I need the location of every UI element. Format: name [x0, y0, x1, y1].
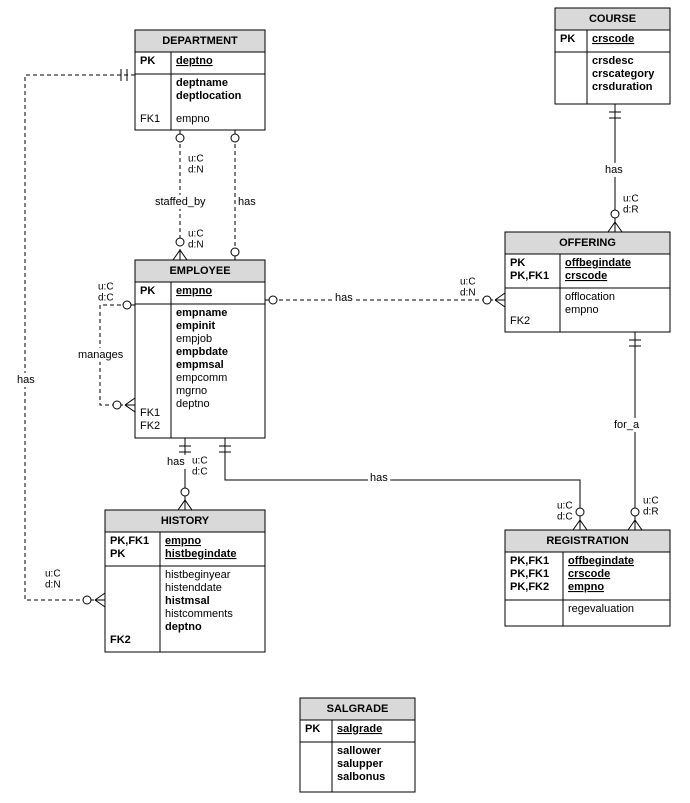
svg-text:FK2: FK2	[140, 420, 160, 432]
svg-text:FK2: FK2	[110, 634, 131, 646]
svg-text:d:N: d:N	[188, 164, 204, 175]
svg-text:empno: empno	[176, 285, 212, 297]
entity-department: DEPARTMENTPKdeptnodeptnamedeptlocationFK…	[135, 30, 265, 130]
edge-course-off-has: has u:Cd:R	[603, 104, 639, 232]
edge-dept-emp-has: has	[231, 130, 258, 260]
svg-text:empno: empno	[176, 113, 210, 125]
svg-text:deptno: deptno	[176, 398, 210, 410]
edge-emp-hist-has: has u:Cd:C	[165, 438, 208, 510]
svg-text:has: has	[605, 164, 623, 176]
edge-emp-manages: manages u:Cd:C	[76, 281, 135, 412]
svg-text:u:C: u:C	[98, 281, 114, 292]
svg-text:u:C: u:C	[45, 568, 61, 579]
svg-text:u:C: u:C	[623, 193, 639, 204]
svg-text:d:N: d:N	[188, 239, 204, 250]
entity-offering: OFFERINGPKPK,FK1offbegindatecrscodeofflo…	[505, 232, 670, 332]
svg-text:OFFERING: OFFERING	[559, 237, 616, 249]
svg-text:manages: manages	[78, 349, 124, 361]
svg-text:has: has	[335, 292, 353, 304]
svg-text:d:N: d:N	[460, 287, 476, 298]
svg-text:d:R: d:R	[623, 204, 639, 215]
svg-text:empjob: empjob	[176, 333, 212, 345]
svg-text:HISTORY: HISTORY	[161, 515, 210, 527]
svg-text:d:N: d:N	[45, 579, 61, 590]
svg-text:REGISTRATION: REGISTRATION	[546, 535, 628, 547]
svg-text:has: has	[167, 456, 185, 468]
svg-text:deptno: deptno	[165, 621, 202, 633]
svg-text:regevaluation: regevaluation	[568, 603, 634, 615]
entity-registration: REGISTRATIONPK,FK1PK,FK1PK,FK2offbeginda…	[505, 530, 670, 626]
svg-text:FK1: FK1	[140, 113, 160, 125]
svg-text:empmsal: empmsal	[176, 359, 224, 371]
svg-text:u:C: u:C	[557, 500, 573, 511]
edge-dept-emp-staffed: staffed_byu:Cd:Nu:Cd:N	[153, 130, 208, 260]
svg-text:histmsal: histmsal	[165, 595, 210, 607]
svg-text:PK,FK1PK,FK1PK,FK2: PK,FK1PK,FK1PK,FK2	[510, 555, 549, 593]
svg-text:for_a: for_a	[614, 419, 640, 431]
svg-text:FK1: FK1	[140, 407, 160, 419]
edge-emp-off-has: has u:Cd:N	[265, 276, 505, 307]
svg-text:empcomm: empcomm	[176, 372, 227, 384]
svg-text:d:C: d:C	[557, 511, 573, 522]
svg-text:DEPARTMENT: DEPARTMENT	[162, 35, 238, 47]
svg-text:FK2: FK2	[510, 315, 530, 327]
svg-text:u:C: u:C	[460, 276, 476, 287]
svg-text:sallowersaluppersalbonus: sallowersaluppersalbonus	[337, 745, 385, 783]
svg-text:u:C: u:C	[188, 153, 204, 164]
svg-text:PK: PK	[305, 723, 320, 735]
svg-text:u:C: u:C	[643, 495, 659, 506]
edge-emp-reg-has: has u:Cd:C	[219, 438, 587, 530]
svg-text:has: has	[238, 196, 256, 208]
svg-text:PK: PK	[560, 33, 575, 45]
svg-text:u:C: u:C	[192, 455, 208, 466]
svg-text:histenddate: histenddate	[165, 582, 222, 594]
svg-text:crscode: crscode	[592, 33, 634, 45]
svg-text:d:C: d:C	[192, 466, 208, 477]
svg-text:has: has	[17, 374, 35, 386]
entity-history: HISTORYPK,FK1PKempnohistbegindatehistbeg…	[105, 510, 265, 652]
svg-text:has: has	[370, 472, 388, 484]
entity-employee: EMPLOYEE PK empno empnameempinitempjobempbd…	[135, 260, 265, 438]
svg-text:EMPLOYEE: EMPLOYEE	[169, 265, 230, 277]
svg-text:staffed_by: staffed_by	[155, 196, 206, 208]
entity-course: COURSEPKcrscodecrsdesccrscategorycrsdura…	[555, 8, 670, 104]
svg-text:COURSE: COURSE	[589, 13, 636, 25]
svg-text:empbdate: empbdate	[176, 346, 228, 358]
svg-text:empinit: empinit	[176, 320, 215, 332]
svg-text:PK: PK	[140, 55, 155, 67]
edge-off-reg-fora: for_a u:Cd:R	[612, 332, 659, 530]
svg-text:deptno: deptno	[176, 55, 213, 67]
svg-text:mgrno: mgrno	[176, 385, 207, 397]
svg-text:d:R: d:R	[643, 506, 659, 517]
svg-text:salgrade: salgrade	[337, 723, 382, 735]
svg-text:u:C: u:C	[188, 228, 204, 239]
svg-text:PK: PK	[140, 285, 155, 297]
svg-text:histcomments: histcomments	[165, 608, 233, 620]
svg-text:histbeginyear: histbeginyear	[165, 569, 231, 581]
svg-text:d:C: d:C	[98, 292, 114, 303]
svg-text:SALGRADE: SALGRADE	[327, 703, 389, 715]
entity-salgrade: SALGRADE PK salgrade sallowersaluppersalbon…	[300, 698, 415, 792]
er-diagram: staffed_byu:Cd:Nu:Cd:N hasmanagesu:Cd:Ch…	[0, 0, 690, 803]
svg-text:empname: empname	[176, 307, 227, 319]
